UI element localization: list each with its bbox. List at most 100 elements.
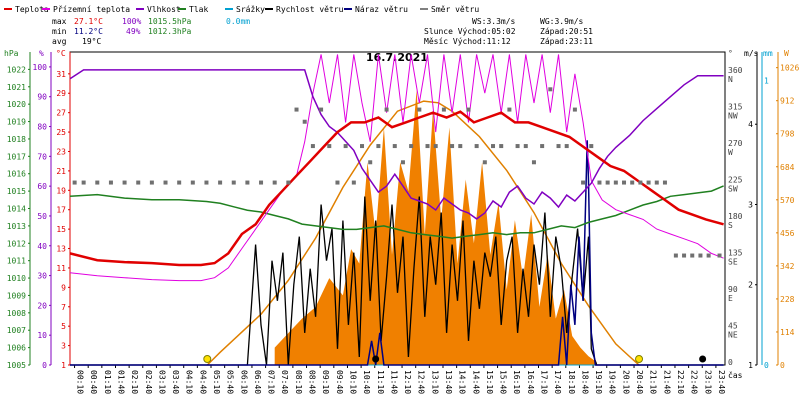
x-tick-label: 11:40 (389, 370, 398, 394)
temperature-axis-tick-label: 3 (61, 342, 66, 351)
sunrise-marker (203, 355, 212, 363)
x-tick-label: 02:40 (144, 370, 153, 394)
unit-w: W (784, 49, 789, 58)
wind-speed-tick-label: 1 (748, 361, 753, 370)
pressure-axis-tick-label: 1018 (7, 135, 26, 144)
x-tick-label: 12:10 (403, 370, 412, 394)
x-tick-label: 00:10 (76, 370, 85, 394)
wind-dir-tick-label: 90 (728, 285, 738, 294)
x-tick-label: 14:10 (458, 370, 467, 394)
stats-panel: max 27.1°C 100% 1015.5hPa 0.0mm min 11.2… (52, 17, 593, 46)
x-tick-label: 20:10 (621, 370, 630, 394)
wind-direction-point (231, 180, 236, 185)
wind-direction-point (466, 107, 471, 112)
pressure-axis-tick-label: 1007 (7, 326, 26, 335)
stats-min-temp: 11.2°C (74, 27, 103, 36)
stats-avg-temp: 19°C (82, 37, 101, 46)
unit-celsius: °C (56, 49, 66, 58)
ground-temperature-line (69, 54, 724, 282)
wind-direction-point (327, 144, 332, 149)
humidity-axis-tick-label: 100 (33, 63, 48, 72)
x-axis-label: čas (728, 370, 743, 380)
wind-direction-point (572, 107, 577, 112)
stats-max-label: max (52, 17, 67, 26)
wind-direction-point (433, 144, 438, 149)
x-tick-label: 02:10 (130, 370, 139, 394)
pressure-axis-tick-label: 1014 (7, 205, 26, 214)
x-tick-label: 00:40 (89, 370, 98, 394)
humidity-axis-tick-label: 60 (37, 182, 47, 191)
wind-direction-point (218, 180, 223, 185)
stats-sunset: Západ:20:51 (540, 27, 593, 36)
temperature-axis-tick-label: 9 (61, 283, 66, 292)
wind-direction-point (108, 180, 113, 185)
wind-direction-point (654, 180, 659, 185)
wind-direction-point (95, 180, 100, 185)
wind-direction-point (706, 253, 711, 258)
wind-direction-point (698, 253, 703, 258)
wind-dir-tick-label: 0 (728, 358, 733, 367)
wind-direction-point (335, 180, 340, 185)
wind-direction-point (548, 87, 553, 92)
wind-direction-point (673, 253, 678, 258)
unit-degree: ° (728, 49, 733, 58)
pressure-axis-tick-label: 1021 (7, 83, 26, 92)
temperature-axis-tick-label: 15 (56, 225, 66, 234)
wind-direction-point (177, 180, 182, 185)
wind-direction-point (441, 107, 446, 112)
temperature-axis-tick-label: 31 (56, 70, 66, 79)
wind-direction-point (409, 144, 414, 149)
wind-direction-point (343, 144, 348, 149)
wind-direction-point (72, 180, 77, 185)
wind-direction-point (149, 180, 154, 185)
stats-max-press: 1015.5hPa (148, 17, 192, 26)
pressure-axis-tick-label: 1005 (7, 361, 26, 370)
humidity-axis-tick-label: 40 (37, 242, 47, 251)
temperature-axis-tick-label: 25 (56, 128, 66, 137)
wind-direction-point (556, 144, 561, 149)
x-tick-label: 16:10 (512, 370, 521, 394)
wind-dir-tick-label: E (728, 294, 733, 303)
wind-direction-point (540, 144, 545, 149)
temperature-axis-tick-label: 23 (56, 147, 66, 156)
wind-direction-point (376, 144, 381, 149)
wind-direction-point (122, 180, 127, 185)
chart-title: 16.7.2021 (366, 51, 428, 64)
radiation-tick-label: 228 (780, 295, 795, 304)
pressure-line (69, 185, 724, 239)
wind-direction-point (613, 180, 618, 185)
wind-direction-point (523, 144, 528, 149)
temperature-line (69, 110, 724, 267)
radiation-tick-label: 798 (780, 130, 795, 139)
x-tick-label: 11:10 (376, 370, 385, 394)
wind-dir-tick-label: 360 (728, 66, 743, 75)
pressure-axis-tick-label: 1012 (7, 239, 26, 248)
wind-direction-point (384, 107, 389, 112)
x-tick-label: 05:40 (226, 370, 235, 394)
wind-direction-point (351, 180, 356, 185)
plot-area (69, 54, 724, 366)
radiation-tick-label: 114 (780, 328, 795, 337)
radiation-tick-label: 456 (780, 229, 795, 238)
x-tick-label: 14:40 (471, 370, 480, 394)
x-tick-label: 01:10 (103, 370, 112, 394)
stats-moonrise: Měsíc Východ:11:12 (424, 37, 511, 46)
legend-label: Tlak (189, 5, 208, 14)
pressure-axis-tick-label: 1020 (7, 100, 26, 109)
x-tick-label: 22:40 (690, 370, 699, 394)
wind-dir-tick-label: W (728, 148, 733, 157)
rain-tick-label: 0 (764, 361, 769, 370)
stats-max-hum: 100% (122, 17, 141, 26)
stats-sunrise: Slunce Východ:05:02 (424, 27, 516, 36)
wind-direction-point (474, 144, 479, 149)
radiation-tick-label: 342 (780, 262, 795, 271)
wind-direction-point (491, 144, 496, 149)
legend-label: Vlhkost (147, 5, 181, 14)
stats-max-temp: 27.1°C (74, 17, 103, 26)
wind-direction-point (589, 144, 594, 149)
stats-max-rain: 0.0mm (226, 17, 250, 26)
wind-direction-point (204, 180, 209, 185)
stats-min-label: min (52, 27, 67, 36)
stats-moonset: Západ:23:11 (540, 37, 593, 46)
wind-direction-point (515, 144, 520, 149)
